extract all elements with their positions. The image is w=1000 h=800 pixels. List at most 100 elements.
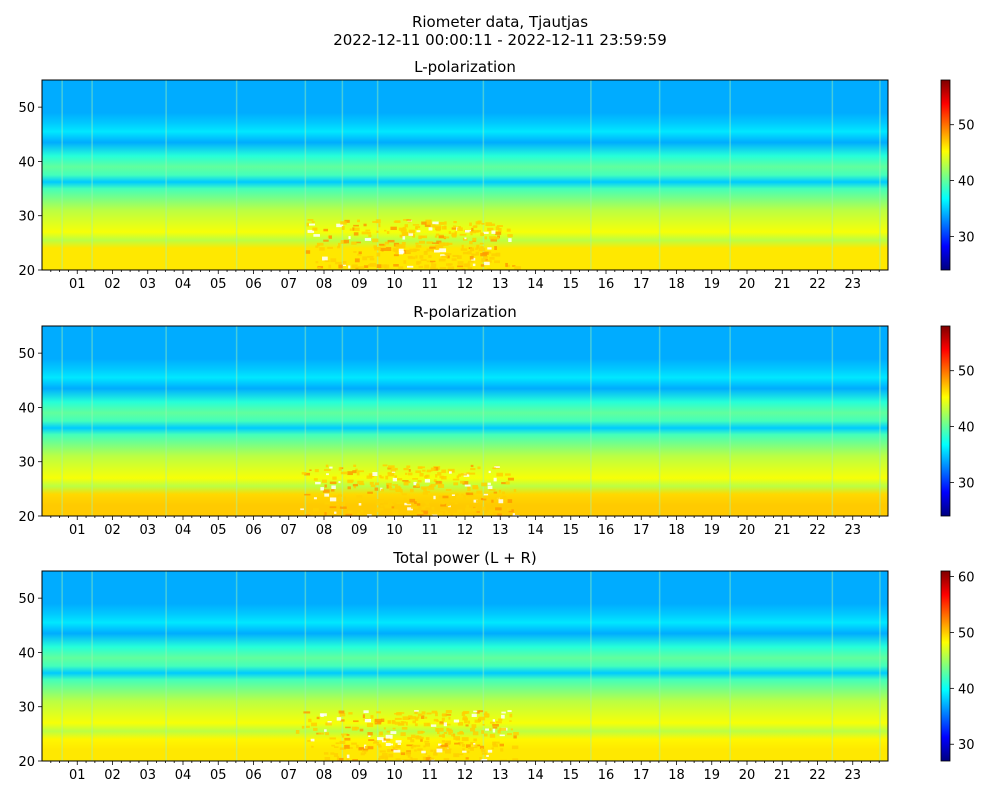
x-tick-label: 11 <box>421 768 438 783</box>
x-tick-label: 17 <box>633 523 650 538</box>
y-tick-label: 50 <box>18 592 35 607</box>
x-tick-label: 22 <box>809 523 826 538</box>
x-tick-label: 19 <box>703 768 720 783</box>
x-tick-label: 20 <box>739 768 756 783</box>
y-tick-label: 20 <box>18 755 35 770</box>
x-tick-label: 19 <box>703 277 720 292</box>
colorbar <box>940 570 951 762</box>
x-tick-label: 11 <box>421 277 438 292</box>
x-tick-label: 10 <box>386 768 403 783</box>
colorbar-tick-label: 40 <box>958 421 975 436</box>
x-tick-label: 23 <box>844 768 861 783</box>
panel-title: R-polarization <box>413 303 516 321</box>
x-tick-label: 13 <box>492 523 509 538</box>
x-tick-label: 01 <box>69 277 86 292</box>
panel-l-polarization: L-polarization 01 02 03 04 05 06 07 08 09 10 11 12 1… <box>18 58 974 292</box>
x-tick-label: 11 <box>421 523 438 538</box>
colorbar <box>940 325 951 517</box>
x-tick-label: 06 <box>245 277 262 292</box>
x-tick-label: 01 <box>69 768 86 783</box>
colorbar <box>940 79 951 271</box>
colorbar-tick-label: 50 <box>958 626 975 641</box>
colorbar-tick-label: 30 <box>958 476 975 491</box>
x-tick-label: 16 <box>598 523 615 538</box>
x-tick-label: 13 <box>492 768 509 783</box>
x-tick-label: 18 <box>668 768 685 783</box>
x-tick-label: 18 <box>668 277 685 292</box>
x-tick-label: 21 <box>774 277 791 292</box>
y-tick-label: 50 <box>18 101 35 116</box>
x-tick-label: 20 <box>739 523 756 538</box>
x-tick-label: 09 <box>351 277 368 292</box>
x-tick-label: 13 <box>492 277 509 292</box>
x-tick-label: 15 <box>562 277 579 292</box>
colorbar-tick-label: 30 <box>958 738 975 753</box>
x-tick-label: 03 <box>139 277 156 292</box>
x-tick-label: 04 <box>175 277 192 292</box>
x-tick-label: 19 <box>703 523 720 538</box>
y-tick-label: 40 <box>18 155 35 170</box>
x-tick-label: 17 <box>633 277 650 292</box>
x-tick-label: 07 <box>280 277 297 292</box>
heatmap-image <box>42 80 888 270</box>
panel-total-power: Total power (L + R) 01 02 03 04 05 06 07 08 09 10… <box>18 549 974 783</box>
x-tick-label: 23 <box>844 523 861 538</box>
panel-title: Total power (L + R) <box>392 549 537 567</box>
y-tick-label: 50 <box>18 347 35 362</box>
x-tick-label: 03 <box>139 523 156 538</box>
x-tick-label: 10 <box>386 523 403 538</box>
colorbar-tick-label: 40 <box>958 682 975 697</box>
y-tick-label: 20 <box>18 510 35 525</box>
x-tick-label: 04 <box>175 768 192 783</box>
x-tick-label: 06 <box>245 523 262 538</box>
colorbar-tick-label: 60 <box>958 571 975 586</box>
x-tick-label: 02 <box>104 277 121 292</box>
x-tick-label: 17 <box>633 768 650 783</box>
y-tick-label: 40 <box>18 646 35 661</box>
x-tick-label: 04 <box>175 523 192 538</box>
x-tick-label: 06 <box>245 768 262 783</box>
x-tick-label: 10 <box>386 277 403 292</box>
x-tick-label: 14 <box>527 277 544 292</box>
x-tick-label: 20 <box>739 277 756 292</box>
x-tick-label: 16 <box>598 277 615 292</box>
colorbar-tick-label: 50 <box>958 365 975 380</box>
x-tick-label: 12 <box>457 523 474 538</box>
x-tick-label: 09 <box>351 768 368 783</box>
x-tick-label: 08 <box>316 523 333 538</box>
panel-title: L-polarization <box>414 58 516 76</box>
x-tick-label: 08 <box>316 277 333 292</box>
x-tick-label: 03 <box>139 768 156 783</box>
x-tick-label: 23 <box>844 277 861 292</box>
colorbar-tick-label: 30 <box>958 230 975 245</box>
x-tick-label: 14 <box>527 768 544 783</box>
x-tick-label: 05 <box>210 277 227 292</box>
x-tick-label: 02 <box>104 768 121 783</box>
x-tick-label: 01 <box>69 523 86 538</box>
y-tick-label: 20 <box>18 264 35 279</box>
x-tick-label: 16 <box>598 768 615 783</box>
x-tick-label: 05 <box>210 768 227 783</box>
x-tick-label: 15 <box>562 523 579 538</box>
panel-r-polarization: R-polarization 01 02 03 04 05 06 07 08 09 10 11 12 1… <box>18 303 974 538</box>
x-tick-label: 22 <box>809 768 826 783</box>
colorbar-tick-label: 50 <box>958 119 975 134</box>
y-tick-label: 30 <box>18 210 35 225</box>
x-tick-label: 09 <box>351 523 368 538</box>
x-tick-label: 12 <box>457 768 474 783</box>
colorbar-tick-label: 40 <box>958 175 975 190</box>
y-tick-label: 30 <box>18 701 35 716</box>
x-tick-label: 02 <box>104 523 121 538</box>
y-tick-label: 40 <box>18 401 35 416</box>
x-tick-label: 07 <box>280 523 297 538</box>
x-tick-label: 12 <box>457 277 474 292</box>
x-tick-label: 21 <box>774 523 791 538</box>
x-tick-label: 15 <box>562 768 579 783</box>
x-tick-label: 08 <box>316 768 333 783</box>
x-tick-label: 07 <box>280 768 297 783</box>
x-tick-label: 21 <box>774 768 791 783</box>
x-tick-label: 22 <box>809 277 826 292</box>
heatmap-image <box>42 326 888 516</box>
heatmap-image <box>42 571 888 761</box>
